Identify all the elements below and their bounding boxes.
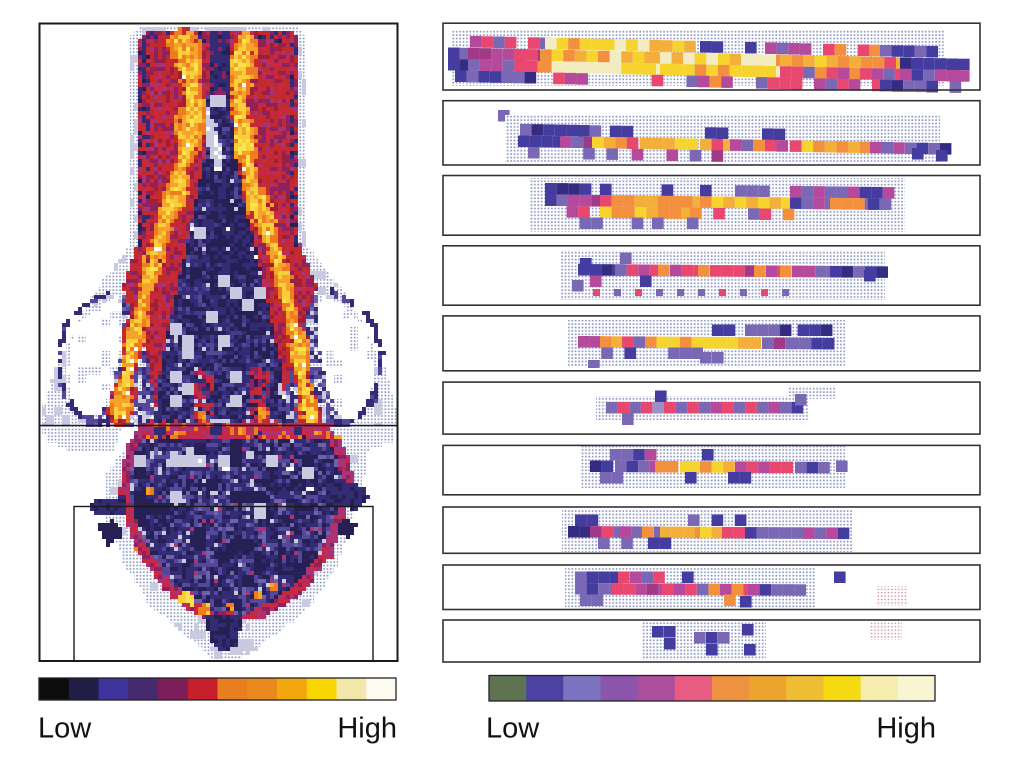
svg-text:Low: Low — [38, 713, 92, 745]
svg-text:High: High — [876, 713, 936, 745]
svg-text:High: High — [337, 713, 397, 745]
svg-text:Low: Low — [486, 713, 540, 745]
